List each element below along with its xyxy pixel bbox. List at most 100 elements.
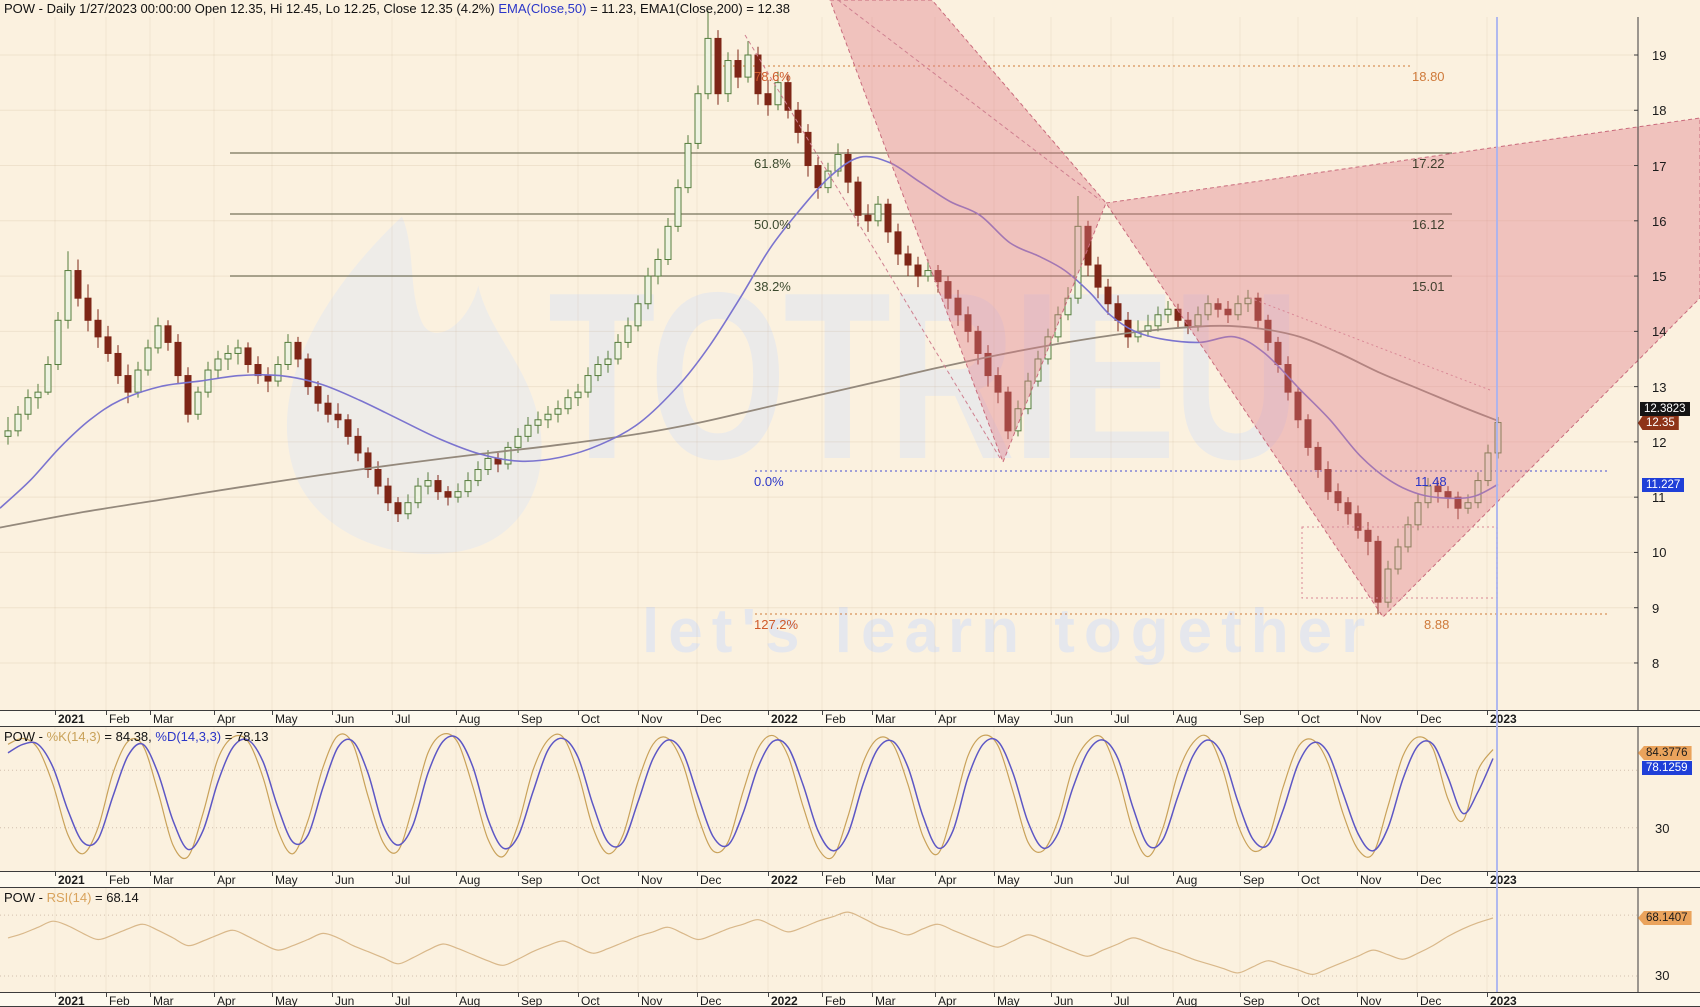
x-axis-main[interactable]: 2021 Feb Mar Apr May Jun Jul Aug Sep Oct Nov Dec 202…	[0, 710, 1700, 727]
x-axis-tick	[272, 993, 273, 997]
x-axis-label: 2022	[771, 873, 798, 887]
watermark-slogan-text: let's learn together	[642, 597, 1375, 666]
x-axis-label: May	[275, 873, 298, 887]
x-axis-tick	[150, 711, 151, 715]
x-axis-label: 2022	[771, 712, 798, 726]
x-axis-tick	[1240, 872, 1241, 876]
rsi-title: POW - RSI(14) = 68.14	[4, 890, 139, 905]
x-axis-label: Nov	[1360, 994, 1382, 1007]
price-axis-label: 16	[1652, 213, 1667, 229]
x-axis-tick	[872, 993, 873, 997]
x-axis-label: Nov	[1360, 712, 1382, 726]
x-axis-label: Dec	[700, 994, 722, 1007]
x-axis-tick	[106, 993, 107, 997]
x-axis-label: Oct	[581, 712, 600, 726]
price-axis-label: 8	[1652, 655, 1660, 671]
x-axis-tick	[106, 872, 107, 876]
x-axis-tick	[1298, 711, 1299, 715]
x-axis-label: May	[275, 712, 298, 726]
x-axis-label: Feb	[825, 994, 846, 1007]
x-axis-label: 2021	[58, 994, 85, 1007]
x-axis-tick	[1357, 711, 1358, 715]
x-axis-tick	[55, 872, 56, 876]
x-axis-label: 2023	[1490, 873, 1517, 887]
x-axis-label: Jul	[1114, 873, 1130, 887]
x-axis-label: Dec	[700, 712, 722, 726]
x-axis-tick	[697, 711, 698, 715]
x-axis-rsi[interactable]: 2021 Feb Mar Apr May Jun Jul Aug Sep Oct Nov Dec 202…	[0, 992, 1700, 1007]
x-axis-tick	[697, 993, 698, 997]
x-axis-label: Apr	[217, 712, 236, 726]
x-axis-label: Jun	[1054, 994, 1074, 1007]
x-axis-tick	[1051, 711, 1052, 715]
x-axis-label: Feb	[825, 712, 846, 726]
rsi-panel[interactable]	[0, 888, 1700, 992]
price-axis-label: 14	[1652, 324, 1667, 340]
x-axis-label: Apr	[217, 994, 236, 1007]
x-axis-tick	[392, 711, 393, 715]
fib-percent-label: 78.6%	[754, 69, 791, 84]
stochastic-title-segment: %D(14,3,3)	[155, 729, 222, 744]
x-axis-tick	[214, 993, 215, 997]
fib-percent-label: 0.0%	[754, 474, 784, 489]
x-axis-label: Jun	[335, 994, 355, 1007]
x-axis-label: Jul	[395, 873, 411, 887]
x-axis-label: Mar	[153, 712, 174, 726]
x-axis-tick	[822, 993, 823, 997]
x-axis-label: Jul	[1114, 712, 1130, 726]
watermark-brand-text: TOTRIEU	[548, 244, 1300, 509]
x-axis-tick	[768, 993, 769, 997]
x-axis-label: 2023	[1490, 994, 1517, 1007]
x-axis-tick	[1173, 711, 1174, 715]
x-axis-label: Dec	[1420, 994, 1442, 1007]
fib-price-label: 11.48	[1415, 474, 1447, 489]
x-axis-label: Dec	[1420, 873, 1442, 887]
stochastic-panel[interactable]	[0, 727, 1700, 871]
x-axis-label: Jun	[335, 873, 355, 887]
stoch-level-label: 30	[1655, 821, 1670, 836]
x-axis-tick	[1051, 872, 1052, 876]
fib-price-label: 18.80	[1412, 69, 1445, 84]
x-axis-label: Sep	[1243, 873, 1265, 887]
rsi-title-segment: = 68.14	[91, 890, 139, 905]
x-axis-label: Aug	[459, 994, 481, 1007]
x-axis-label: Apr	[938, 712, 957, 726]
x-axis-tick	[150, 872, 151, 876]
x-axis-stochastic[interactable]: 2021 Feb Mar Apr May Jun Jul Aug Sep Oct Nov Dec 202…	[0, 871, 1700, 888]
x-axis-tick	[1240, 993, 1241, 997]
x-axis-label: 2022	[771, 994, 798, 1007]
stochastic-title-segment: POW -	[4, 729, 47, 744]
x-axis-tick	[1417, 711, 1418, 715]
x-axis-label: Nov	[641, 994, 663, 1007]
price-axis-label: 10	[1652, 545, 1667, 561]
price-axis-label: 19	[1652, 48, 1667, 63]
price-axis-label: 11	[1652, 490, 1666, 506]
stochastic-title-segment: = 84.38,	[100, 729, 156, 744]
stoch-d-badge: 78.1259	[1642, 761, 1692, 775]
x-axis-tick	[1417, 993, 1418, 997]
fib-price-label: 8.88	[1424, 617, 1450, 632]
x-axis-label: Aug	[1176, 994, 1198, 1007]
x-axis-label: Sep	[521, 994, 543, 1007]
last-price-badge: 12.35	[1638, 416, 1679, 430]
x-axis-label: Nov	[641, 873, 663, 887]
x-axis-label: Nov	[1360, 873, 1382, 887]
rsi-level-label: 30	[1655, 968, 1670, 983]
x-axis-tick	[578, 872, 579, 876]
x-axis-label: Jun	[1054, 712, 1074, 726]
price-axis[interactable]	[1638, 17, 1700, 710]
x-axis-label: Oct	[581, 994, 600, 1007]
main-price-panel[interactable]	[0, 17, 1638, 710]
x-axis-tick	[1111, 872, 1112, 876]
x-axis-tick	[518, 711, 519, 715]
x-axis-tick	[1487, 872, 1488, 876]
x-axis-tick	[697, 872, 698, 876]
price-axis-label: 12	[1652, 434, 1667, 450]
x-axis-tick	[332, 872, 333, 876]
x-axis-tick	[518, 872, 519, 876]
price-axis-label: 9	[1652, 600, 1660, 616]
x-axis-label: May	[997, 873, 1020, 887]
x-axis-tick	[55, 993, 56, 997]
